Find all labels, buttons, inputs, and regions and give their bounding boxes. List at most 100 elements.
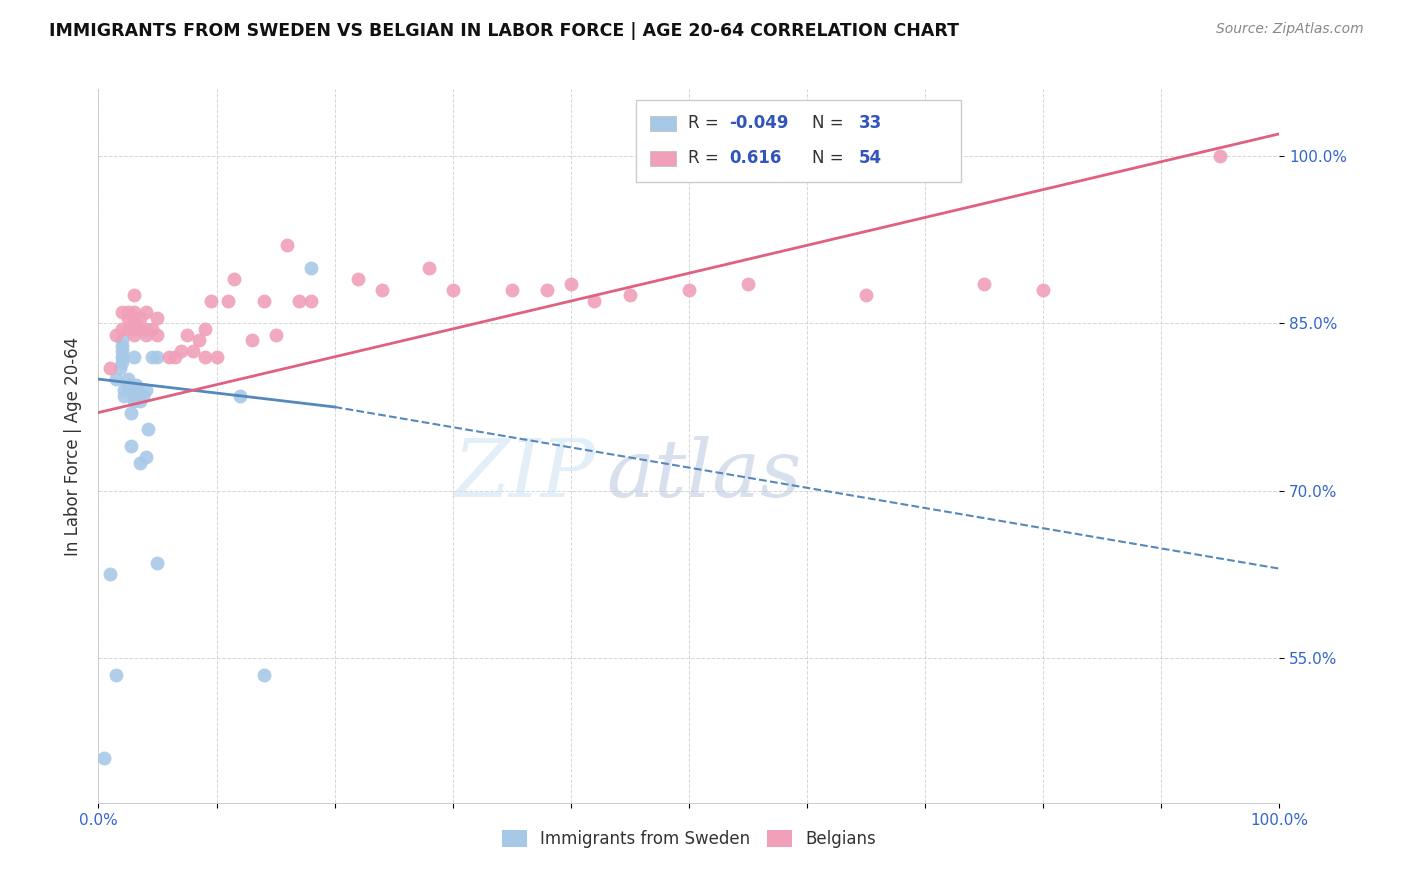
Point (117, 322, 139, 336)
Text: N =: N = (811, 114, 849, 132)
Point (135, 327, 157, 342)
Point (146, 310, 169, 325)
Point (112, 389, 135, 403)
Point (132, 389, 155, 403)
Point (146, 327, 169, 342)
Text: R =: R = (688, 114, 724, 132)
Point (441, 283, 464, 297)
Point (135, 305, 157, 319)
Point (418, 260, 440, 275)
Point (253, 667, 276, 681)
Point (141, 350, 163, 364)
Point (105, 667, 128, 681)
Point (299, 260, 322, 275)
Point (141, 322, 163, 336)
Point (98, 360, 121, 375)
Point (560, 277, 582, 292)
Point (111, 350, 134, 364)
Point (111, 355, 134, 369)
Point (117, 305, 139, 319)
Text: IMMIGRANTS FROM SWEDEN VS BELGIAN IN LABOR FORCE | AGE 20-64 CORRELATION CHART: IMMIGRANTS FROM SWEDEN VS BELGIAN IN LAB… (49, 22, 959, 40)
Point (122, 322, 145, 336)
Point (619, 288, 641, 302)
Legend: Immigrants from Sweden, Belgians: Immigrants from Sweden, Belgians (495, 823, 883, 855)
Point (165, 350, 187, 364)
Point (122, 288, 145, 302)
Point (276, 238, 298, 252)
Text: 33: 33 (859, 114, 882, 132)
Point (536, 283, 558, 297)
FancyBboxPatch shape (636, 100, 960, 182)
Point (181, 344, 204, 359)
Point (125, 384, 148, 398)
Point (122, 350, 145, 364)
Point (128, 322, 150, 336)
Point (217, 294, 239, 309)
Point (678, 283, 700, 297)
Point (105, 327, 128, 342)
Point (855, 288, 877, 302)
Point (128, 394, 150, 409)
Point (371, 283, 394, 297)
Point (112, 384, 135, 398)
Point (1209, 149, 1232, 163)
Text: N =: N = (811, 150, 849, 168)
Text: R =: R = (688, 150, 728, 168)
Point (128, 310, 150, 325)
Point (187, 333, 209, 347)
Text: 54: 54 (859, 150, 882, 168)
Point (122, 305, 145, 319)
Point (122, 317, 145, 331)
Point (253, 294, 276, 309)
Point (200, 294, 222, 309)
Point (117, 310, 139, 325)
Point (170, 344, 193, 359)
Text: Source: ZipAtlas.com: Source: ZipAtlas.com (1216, 22, 1364, 37)
Point (224, 271, 246, 285)
Point (121, 439, 143, 453)
Point (122, 327, 145, 342)
Point (125, 377, 148, 392)
Point (117, 372, 139, 386)
Point (240, 333, 263, 347)
Text: -0.049: -0.049 (730, 114, 789, 132)
Point (98, 567, 121, 582)
Point (146, 350, 169, 364)
Point (1032, 283, 1054, 297)
Text: atlas: atlas (606, 436, 801, 513)
Point (105, 372, 128, 386)
Text: ZIP: ZIP (453, 436, 595, 513)
Point (146, 556, 169, 570)
FancyBboxPatch shape (650, 116, 676, 131)
Point (122, 389, 145, 403)
Point (229, 389, 252, 403)
Text: 0.616: 0.616 (730, 150, 782, 168)
Point (111, 344, 134, 359)
Point (93, 751, 115, 765)
Point (121, 405, 143, 419)
Point (111, 305, 134, 319)
Point (108, 360, 131, 375)
Point (111, 339, 134, 353)
Point (135, 450, 157, 465)
Point (117, 377, 139, 392)
Point (973, 277, 995, 292)
Point (122, 394, 145, 409)
Point (347, 271, 370, 285)
Point (264, 327, 287, 342)
Point (128, 456, 150, 470)
Point (157, 350, 180, 364)
Point (111, 333, 134, 347)
Point (194, 350, 217, 364)
Point (176, 327, 198, 342)
Point (135, 322, 157, 336)
FancyBboxPatch shape (650, 151, 676, 166)
Point (299, 294, 322, 309)
Point (583, 294, 606, 309)
Y-axis label: In Labor Force | Age 20-64: In Labor Force | Age 20-64 (63, 336, 82, 556)
Point (136, 422, 159, 436)
Point (288, 294, 311, 309)
Point (135, 384, 157, 398)
Point (737, 277, 759, 292)
Point (194, 322, 217, 336)
